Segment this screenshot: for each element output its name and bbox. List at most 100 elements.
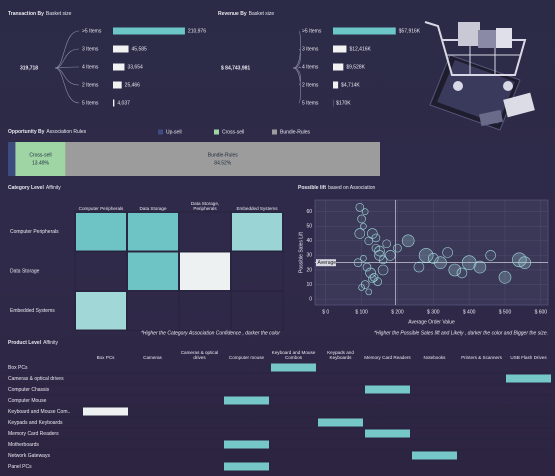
column-header-text: Data Storage, Peripherals — [190, 200, 220, 211]
scatter-point — [485, 250, 496, 261]
tree-connector — [54, 67, 80, 104]
column-header: Keyboard and Mouse Combos — [270, 347, 317, 360]
average-label-bg — [316, 259, 336, 267]
column-header-text: Memory Card Readers — [364, 354, 411, 360]
title-rest: Basket size — [46, 11, 72, 17]
tree-connector — [292, 48, 301, 69]
column-header-text: Notebooks — [423, 354, 446, 360]
scatter-point — [393, 243, 402, 253]
footnote: *Higher the Possible Sales lift and Like… — [374, 330, 548, 336]
heat-cell — [365, 429, 410, 438]
heat-cell — [76, 292, 126, 330]
heat-cell — [412, 451, 457, 460]
basket-bar — [333, 27, 396, 35]
column-header: Notebooks — [411, 347, 458, 360]
column-header: Cameras & optical drives — [176, 347, 223, 360]
y-tick-label: 50 — [306, 224, 312, 230]
plot-area — [314, 199, 549, 306]
scatter-point — [473, 260, 487, 274]
grid-cell — [178, 211, 232, 252]
scatter-point — [357, 214, 366, 224]
basket-bar — [333, 63, 344, 71]
scatter-point — [518, 256, 532, 270]
scatter-point — [378, 255, 388, 265]
legend-label: Up-sell — [166, 129, 182, 135]
row-label: Motherboards — [8, 442, 39, 448]
scatter-point — [355, 202, 365, 212]
scatter-point — [498, 270, 512, 284]
column-header: Keypads and Keyboards — [317, 347, 364, 360]
column-header: Data Storage, Peripherals — [179, 196, 231, 211]
basket-value: 45,585 — [132, 46, 148, 52]
basket-label: 2 Items — [302, 82, 319, 88]
legend-swatch — [158, 129, 163, 135]
scatter-point — [360, 280, 370, 289]
title-bold: Product Level — [8, 340, 42, 346]
y-tick-label: 20 — [306, 267, 312, 273]
footnote: *Higher the Category Association Confide… — [141, 330, 280, 336]
column-header-text: Computer mouse — [228, 354, 265, 360]
heat-cell — [365, 385, 410, 394]
row-label: Computer Chassis — [8, 387, 50, 393]
y-tick-label: 0 — [309, 296, 312, 302]
column-header: Data Storage — [127, 196, 179, 211]
basket-value: 4,037 — [117, 100, 130, 106]
basket-label: 5 Items — [302, 100, 319, 106]
tree-connector — [54, 67, 80, 86]
row-label: Network Gateways — [8, 453, 50, 459]
title-rest: based on Association — [328, 185, 375, 191]
scatter-point — [362, 262, 372, 272]
basket-bar — [333, 45, 347, 53]
x-tick-label: $ 100 — [355, 309, 368, 315]
scatter-point — [377, 264, 389, 276]
row-label: Embedded Systems — [10, 308, 55, 314]
section-title: Opportunity By Association Rules — [8, 129, 87, 135]
row-label: Box PCs — [8, 365, 28, 371]
y-axis-title: Possible Sales Lift — [298, 231, 304, 272]
row-label: Computer Mouse — [8, 398, 47, 404]
cart-illustration — [424, 21, 535, 131]
scatter-point — [456, 267, 468, 279]
heat-cell — [128, 252, 178, 290]
heat-cell — [224, 396, 269, 405]
grid-cell — [178, 290, 232, 331]
title-rest: Affinity — [46, 185, 61, 191]
basket-label: 5 Items — [82, 100, 99, 106]
section-title: Product Level Affinity — [8, 340, 58, 346]
title-bold: Possible lift — [298, 185, 326, 191]
grid-cell — [126, 290, 180, 331]
column-header-text: Cameras & optical drives — [180, 349, 219, 360]
x-tick-label: $ 400 — [463, 309, 476, 315]
scatter-point — [367, 228, 378, 239]
column-header: Computer Peripherals — [75, 196, 127, 211]
heat-cell — [128, 213, 178, 251]
total-value: $ 84,743,981 — [221, 65, 250, 71]
scatter-point — [360, 255, 367, 262]
y-tick-label: 60 — [306, 209, 312, 215]
basket-bar — [333, 81, 339, 89]
legend-label: Cross-sell — [222, 129, 244, 135]
segment-value: 84.52% — [214, 160, 232, 166]
tree-connector — [54, 48, 80, 69]
opportunity-segment — [65, 142, 380, 176]
column-header: Cameras — [129, 347, 176, 360]
legend-swatch — [272, 129, 277, 135]
column-header: Box PCs — [82, 347, 129, 360]
scatter-point — [365, 288, 373, 296]
title-bold: Revenue By — [218, 11, 247, 17]
basket-value: $170K — [336, 100, 351, 106]
scatter-point — [371, 233, 381, 243]
basket-value: 25,466 — [125, 82, 141, 88]
row-label: Memory Card Readers — [8, 431, 59, 437]
x-tick-label: $ 300 — [427, 309, 440, 315]
heat-cell — [318, 418, 363, 427]
column-header-text: Data Storage — [139, 205, 167, 211]
scatter-point — [448, 263, 462, 277]
scatter-point — [354, 228, 366, 239]
column-header-text: USB Flash Drives — [510, 354, 547, 360]
section-title: Transaction By Basket size — [8, 11, 72, 17]
basket-value: $9,528K — [346, 64, 365, 70]
column-header-text: Embedded Systems — [236, 205, 278, 211]
